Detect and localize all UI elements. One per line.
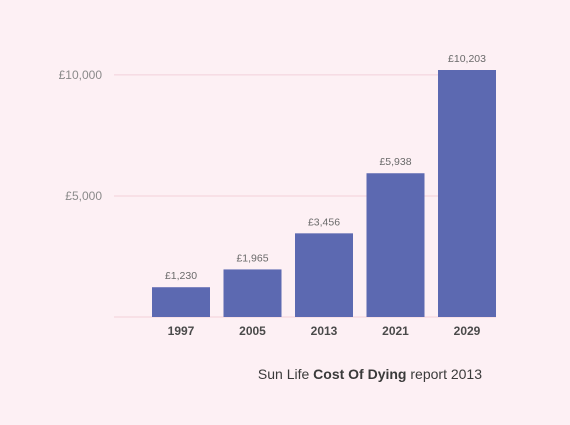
bar-value-label: £3,456 bbox=[308, 216, 340, 228]
bar bbox=[295, 233, 353, 317]
bar bbox=[223, 269, 282, 317]
bar-value-label: £1,965 bbox=[236, 252, 268, 264]
bar bbox=[366, 173, 425, 317]
caption-bold: Cost Of Dying bbox=[313, 366, 407, 382]
bar bbox=[152, 287, 210, 317]
bar-value-label: £5,938 bbox=[379, 156, 411, 168]
x-tick-label: 2029 bbox=[454, 324, 481, 338]
x-tick-label: 2005 bbox=[239, 324, 266, 338]
chart-caption: Sun Life Cost Of Dying report 2013 bbox=[0, 366, 482, 382]
y-tick-label: £5,000 bbox=[65, 189, 102, 203]
bar-value-label: £10,203 bbox=[448, 53, 486, 65]
bar bbox=[438, 70, 496, 317]
y-tick-label: £10,000 bbox=[59, 68, 103, 82]
x-tick-label: 2021 bbox=[382, 324, 409, 338]
caption-prefix: Sun Life bbox=[257, 366, 314, 382]
x-tick-label: 1997 bbox=[168, 324, 195, 338]
x-tick-label: 2013 bbox=[311, 324, 338, 338]
caption-suffix: report 2013 bbox=[406, 366, 482, 382]
bar-value-label: £1,230 bbox=[165, 270, 197, 282]
